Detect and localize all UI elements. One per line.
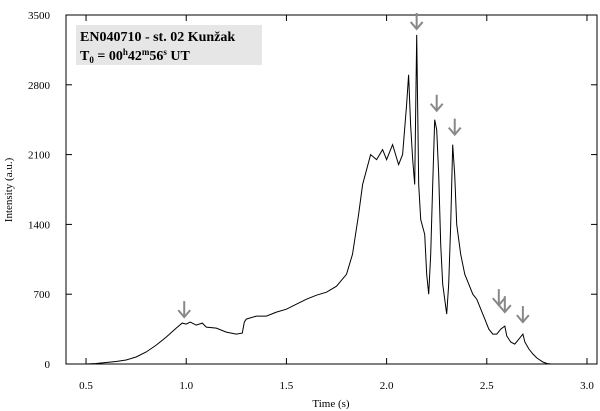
x-tick-label: 2.5 bbox=[480, 380, 494, 392]
peak-arrow bbox=[516, 306, 530, 324]
peak-arrow-head bbox=[447, 126, 462, 137]
peak-arrow bbox=[429, 94, 444, 113]
peak-arrow-head bbox=[177, 309, 191, 319]
plot-frame bbox=[65, 14, 598, 365]
x-axis-title: Time (s) bbox=[312, 398, 350, 410]
y-tick-label: 1400 bbox=[28, 219, 51, 231]
peak-arrow-head bbox=[516, 314, 530, 324]
x-tick-label: 0.5 bbox=[79, 380, 93, 392]
arrow-markers bbox=[177, 12, 530, 324]
peak-arrow bbox=[447, 118, 462, 137]
peak-arrow-head bbox=[409, 21, 424, 31]
peak-arrow bbox=[409, 12, 424, 31]
series-group bbox=[85, 34, 551, 365]
peak-arrow-head bbox=[498, 304, 512, 314]
title-line1: EN040710 - st. 02 Kunžak bbox=[80, 30, 235, 45]
peak-arrow bbox=[498, 296, 512, 314]
title-box: EN040710 - st. 02 Kunžak T0 = 00h42m56s … bbox=[76, 25, 262, 65]
y-axis-title: Intensity (a.u.) bbox=[3, 157, 15, 222]
title-box-background bbox=[76, 25, 262, 65]
series-line bbox=[85, 34, 551, 365]
y-tick-label: 700 bbox=[34, 289, 51, 301]
peak-arrow-head bbox=[429, 103, 444, 113]
y-tick-label: 2800 bbox=[28, 80, 51, 92]
x-tick-label: 1.5 bbox=[280, 380, 294, 392]
x-tick-label: 3.0 bbox=[580, 380, 594, 392]
title-line2: T0 = 00h42m56s UT bbox=[80, 47, 190, 65]
peak-arrow bbox=[492, 289, 506, 307]
x-tick-label: 1.0 bbox=[179, 380, 193, 392]
axis-ticks: 0.5 1.0 1.5 2.0 2.5 3.0 0 700 1400 2100 2800 3500 bbox=[28, 10, 597, 392]
x-tick-label: 2.0 bbox=[380, 380, 394, 392]
y-tick-label: 3500 bbox=[28, 10, 51, 22]
peak-arrow bbox=[177, 301, 191, 319]
y-tick-label: 0 bbox=[45, 359, 51, 371]
y-tick-label: 2100 bbox=[28, 150, 51, 162]
